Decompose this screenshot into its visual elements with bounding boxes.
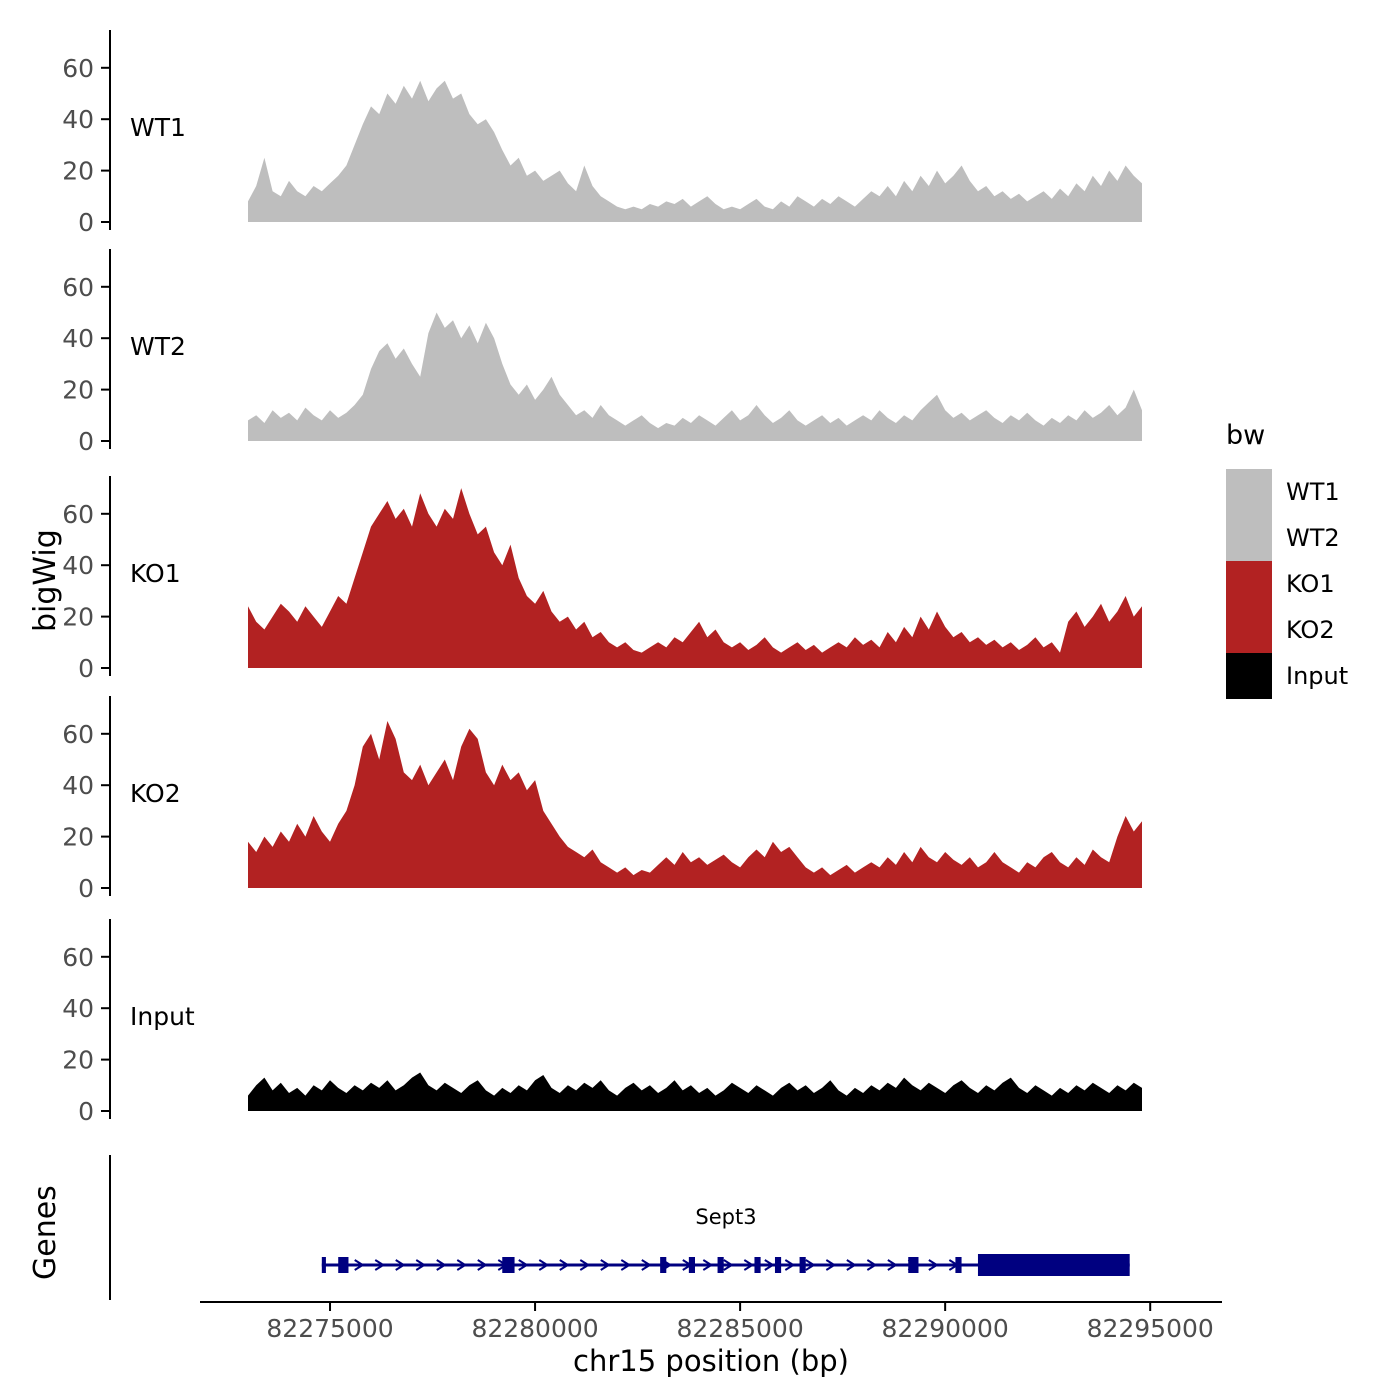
legend-label-wt2: WT2 [1286, 524, 1340, 552]
strand-arrow-icon [620, 1259, 632, 1271]
strand-arrow-icon [887, 1259, 898, 1271]
y-tick-label: 20 [62, 603, 94, 632]
y-tick-label: 0 [78, 208, 94, 237]
gene-exon [688, 1257, 695, 1273]
track-label-ko2: KO2 [130, 779, 181, 808]
legend-swatch-input [1226, 653, 1272, 699]
gene-exon [908, 1257, 919, 1273]
legend-swatch-ko2 [1226, 607, 1272, 653]
strand-arrow-icon [702, 1259, 714, 1271]
strand-arrow-icon [436, 1259, 447, 1271]
gene-exon [754, 1257, 761, 1273]
legend-label-ko2: KO2 [1286, 616, 1335, 644]
gene-label-sept3: Sept3 [695, 1205, 756, 1229]
y-tick-label: 40 [62, 994, 94, 1023]
y-tick-label: 60 [62, 273, 94, 302]
gene-exon [502, 1257, 515, 1273]
y-tick-label: 40 [62, 771, 94, 800]
x-axis-title: chr15 position (bp) [573, 1344, 849, 1378]
x-tick-label: 82280000 [471, 1314, 598, 1343]
x-tick-label: 82290000 [882, 1314, 1009, 1343]
strand-arrow-icon [354, 1259, 365, 1271]
legend-label-ko1: KO1 [1286, 570, 1335, 598]
strand-arrow-icon [641, 1259, 652, 1271]
y-tick-label: 20 [62, 1046, 94, 1075]
y-tick-label: 0 [78, 654, 94, 683]
gene-exon [321, 1257, 326, 1273]
x-tick-label: 82275000 [266, 1314, 393, 1343]
legend-title: bw [1226, 420, 1266, 451]
legend-swatch-ko1 [1226, 561, 1272, 607]
gene-exon [799, 1257, 806, 1273]
legend-label-input: Input [1286, 662, 1349, 690]
y-tick-label: 60 [62, 943, 94, 972]
y-tick-label: 20 [62, 823, 94, 852]
strand-arrow-icon [723, 1259, 734, 1271]
x-tick-label: 82295000 [1087, 1314, 1214, 1343]
y-tick-label: 20 [62, 376, 94, 405]
y-tick-label: 0 [78, 1097, 94, 1126]
y-tick-label: 40 [62, 105, 94, 134]
strand-arrow-icon [456, 1259, 468, 1271]
y-tick-label: 60 [62, 500, 94, 529]
track-label-wt2: WT2 [130, 332, 186, 361]
gene-exon [717, 1257, 724, 1273]
gene-exon [660, 1257, 667, 1273]
legend-swatch-wt1 [1226, 469, 1272, 515]
legend-item-ko2: KO2 [1226, 607, 1348, 653]
y-tick-label: 40 [62, 324, 94, 353]
strand-arrow-icon [600, 1259, 611, 1271]
strand-arrow-icon [784, 1259, 796, 1271]
y-tick-label: 40 [62, 551, 94, 580]
gene-exon [774, 1257, 782, 1273]
strand-arrow-icon [395, 1259, 406, 1271]
strand-arrow-icon [805, 1259, 816, 1271]
strand-arrow-icon [374, 1259, 386, 1271]
strand-arrow-icon [825, 1259, 837, 1271]
coverage-area-wt1 [248, 80, 1142, 222]
y-tick-label: 60 [62, 720, 94, 749]
legend-item-input: Input [1226, 653, 1348, 699]
coverage-area-ko2 [248, 721, 1142, 888]
gene-exon [338, 1257, 349, 1273]
strand-arrow-icon [866, 1259, 878, 1271]
y-tick-label: 0 [78, 874, 94, 903]
strand-arrow-icon [559, 1259, 570, 1271]
strand-arrow-icon [538, 1259, 550, 1271]
track-label-input: Input [130, 1002, 195, 1031]
legend-items: WT1 WT2 KO1 KO2 Input [1226, 469, 1348, 699]
gene-thick-exon [977, 1254, 1130, 1276]
legend-item-wt2: WT2 [1226, 515, 1348, 561]
strand-arrow-icon [579, 1259, 591, 1271]
strand-arrow-icon [846, 1259, 857, 1271]
coverage-area-wt2 [248, 312, 1142, 441]
strand-arrow-icon [415, 1259, 427, 1271]
track-label-ko1: KO1 [130, 559, 181, 588]
legend-swatch-wt2 [1226, 515, 1272, 561]
track-label-wt1: WT1 [130, 113, 186, 142]
legend-item-ko1: KO1 [1226, 561, 1348, 607]
gene-exon [955, 1257, 962, 1273]
y-tick-label: 20 [62, 157, 94, 186]
coverage-area-ko1 [248, 488, 1142, 668]
y-tick-label: 60 [62, 54, 94, 83]
strand-arrow-icon [743, 1259, 755, 1271]
y-tick-label: 0 [78, 427, 94, 456]
coverage-area-input [248, 1072, 1142, 1111]
x-tick-label: 82285000 [676, 1314, 803, 1343]
strand-arrow-icon [477, 1259, 488, 1271]
legend-label-wt1: WT1 [1286, 478, 1340, 506]
legend-item-wt1: WT1 [1226, 469, 1348, 515]
strand-arrow-icon [764, 1259, 775, 1271]
strand-arrow-icon [928, 1259, 939, 1271]
legend: bw WT1 WT2 KO1 KO2 Input [1226, 420, 1348, 699]
strand-arrow-icon [518, 1259, 529, 1271]
